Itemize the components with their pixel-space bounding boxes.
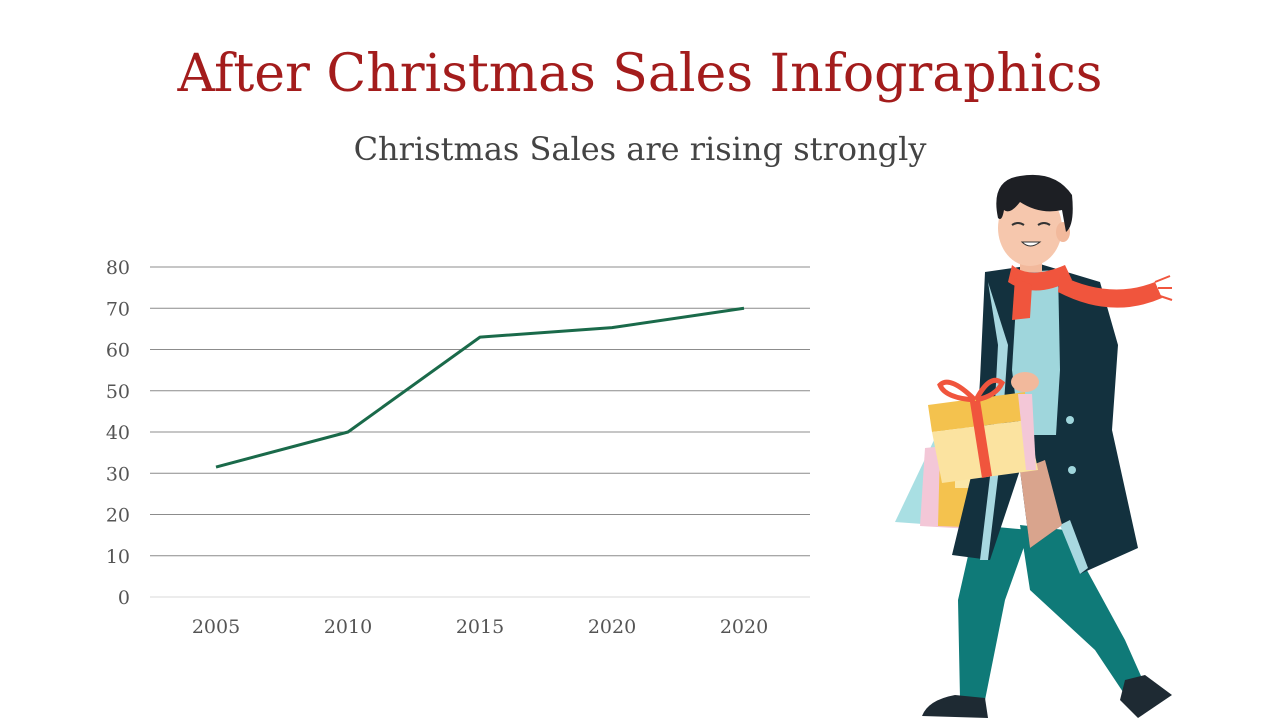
hand-icon: [1011, 372, 1039, 392]
y-axis-ticks: 0 10 20 30 40 50 60 70 80: [106, 257, 130, 609]
page-title: After Christmas Sales Infographics: [177, 44, 1103, 104]
y-tick-label: 80: [106, 257, 130, 279]
page-subtitle: Christmas Sales are rising strongly: [353, 130, 927, 168]
y-tick-label: 30: [106, 463, 130, 485]
line-chart: 0 10 20 30 40 50 60 70 80 2005 2010 2015 2020 2020: [106, 257, 810, 638]
series-line: [215, 306, 745, 469]
right-shoe-icon: [1120, 675, 1172, 718]
y-tick-label: 70: [106, 298, 130, 320]
x-tick-label: 2015: [456, 616, 504, 638]
x-axis-ticks: 2005 2010 2015 2020 2020: [192, 616, 768, 638]
scarf-icon: [1008, 265, 1173, 320]
hair-icon: [996, 174, 1073, 232]
y-tick-label: 40: [106, 422, 130, 444]
x-tick-label: 2020: [588, 616, 636, 638]
x-tick-label: 2010: [324, 616, 372, 638]
y-tick-label: 50: [106, 381, 130, 403]
shopper-illustration: [895, 174, 1173, 718]
gridlines: [150, 266, 810, 598]
gift-box-icon: [928, 377, 1038, 483]
left-shoe-icon: [922, 695, 988, 718]
y-tick-label: 20: [106, 505, 130, 527]
y-tick-label: 10: [106, 546, 130, 568]
left-leg-icon: [958, 525, 1030, 700]
coat-button-icon: [1068, 466, 1076, 474]
series-layer: [215, 306, 745, 469]
x-tick-label: 2005: [192, 616, 240, 638]
right-leg-icon: [1020, 525, 1145, 695]
y-tick-label: 0: [118, 587, 130, 609]
coat-button-icon: [1066, 416, 1074, 424]
y-tick-label: 60: [106, 340, 130, 362]
x-tick-label: 2020: [720, 616, 768, 638]
